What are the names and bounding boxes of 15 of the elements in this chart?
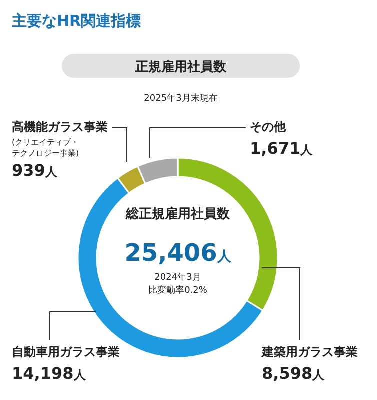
data-label: 14,198人 xyxy=(12,364,87,383)
slice-label: 建築用ガラス事業 xyxy=(261,345,358,359)
data-label: 939人 xyxy=(12,161,58,180)
slice-label: 高機能ガラス事業(クリエイティブ・テクノロジー事業) xyxy=(12,120,108,158)
text: 2024年3月 xyxy=(154,272,202,283)
chart-subtitle: 正規雇用社員数 xyxy=(134,59,228,75)
slice-label: その他 xyxy=(250,120,287,134)
data-label: 8,598人 xyxy=(262,364,326,383)
text: 25,406人 xyxy=(124,239,232,267)
text: 総正規雇用社員数 xyxy=(125,206,231,222)
data-label: 1,671人 xyxy=(250,139,314,158)
slice-label: 自動車用ガラス事業 xyxy=(12,345,120,359)
chart-title: 主要なHR関連指標 xyxy=(11,12,142,30)
text: 比変動率0.2% xyxy=(148,285,208,296)
text: 2025年3月末現在 xyxy=(144,93,218,104)
